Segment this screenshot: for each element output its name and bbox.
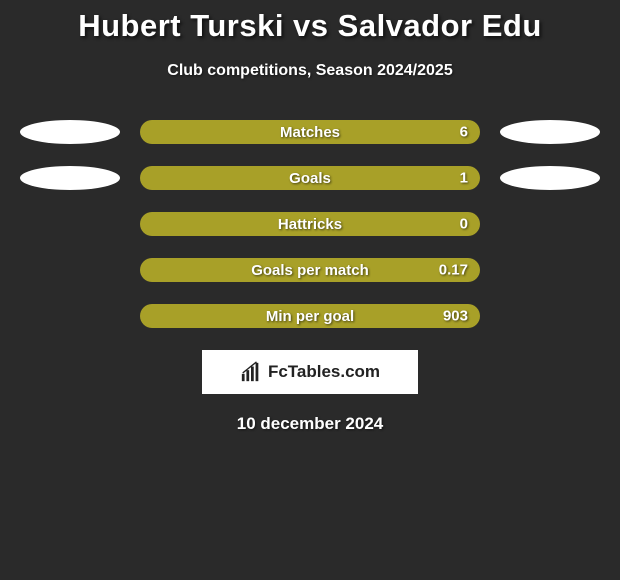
left-ellipse bbox=[20, 120, 120, 144]
stat-value: 0.17 bbox=[439, 262, 468, 279]
stat-value: 0 bbox=[460, 216, 468, 233]
stat-row: Matches 6 bbox=[0, 120, 620, 144]
stat-value: 6 bbox=[460, 124, 468, 141]
bar-wrap: Hattricks 0 bbox=[140, 212, 480, 236]
logo-text: FcTables.com bbox=[268, 362, 380, 382]
stat-bar: Hattricks 0 bbox=[140, 212, 480, 236]
bar-wrap: Matches 6 bbox=[140, 120, 480, 144]
stat-label: Min per goal bbox=[266, 308, 354, 325]
stat-label: Hattricks bbox=[278, 216, 342, 233]
stat-row: Min per goal 903 bbox=[0, 304, 620, 328]
bar-wrap: Goals per match 0.17 bbox=[140, 258, 480, 282]
stat-row: Goals per match 0.17 bbox=[0, 258, 620, 282]
stat-label: Goals bbox=[289, 170, 331, 187]
bar-wrap: Goals 1 bbox=[140, 166, 480, 190]
stat-label: Goals per match bbox=[251, 262, 369, 279]
date-text: 10 december 2024 bbox=[0, 414, 620, 434]
stat-label: Matches bbox=[280, 124, 340, 141]
stat-value: 903 bbox=[443, 308, 468, 325]
stat-bar: Min per goal 903 bbox=[140, 304, 480, 328]
stat-bar: Matches 6 bbox=[140, 120, 480, 144]
stat-row: Hattricks 0 bbox=[0, 212, 620, 236]
chart-icon bbox=[240, 361, 262, 383]
left-ellipse bbox=[20, 166, 120, 190]
subtitle: Club competitions, Season 2024/2025 bbox=[0, 62, 620, 80]
stats-rows: Matches 6 Goals 1 Hattricks 0 Goals per match 0… bbox=[0, 120, 620, 328]
bar-wrap: Min per goal 903 bbox=[140, 304, 480, 328]
page-title: Hubert Turski vs Salvador Edu bbox=[0, 8, 620, 44]
stat-bar: Goals per match 0.17 bbox=[140, 258, 480, 282]
stat-value: 1 bbox=[460, 170, 468, 187]
stat-bar: Goals 1 bbox=[140, 166, 480, 190]
right-ellipse bbox=[500, 120, 600, 144]
stat-row: Goals 1 bbox=[0, 166, 620, 190]
right-ellipse bbox=[500, 166, 600, 190]
footer-logo: FcTables.com bbox=[202, 350, 418, 394]
stats-infographic: Hubert Turski vs Salvador Edu Club compe… bbox=[0, 0, 620, 434]
